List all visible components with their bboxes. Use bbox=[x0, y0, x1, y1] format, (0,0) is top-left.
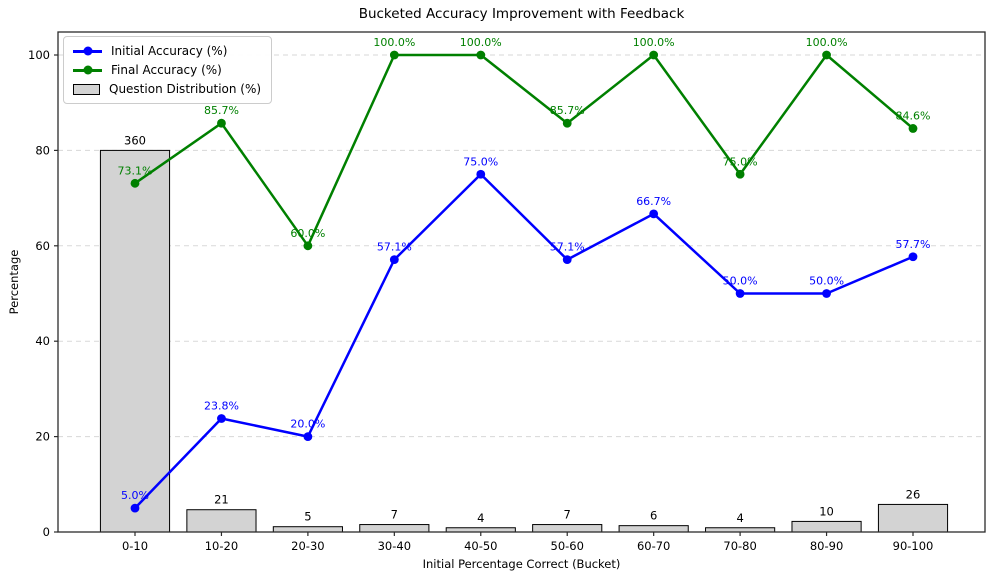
legend-bar-swatch-gray bbox=[73, 83, 100, 95]
legend-label: Question Distribution (%) bbox=[109, 82, 262, 96]
data-point-label: 57.1% bbox=[550, 241, 585, 254]
data-point bbox=[735, 169, 745, 179]
data-point bbox=[476, 169, 486, 179]
data-point bbox=[649, 209, 659, 219]
data-point bbox=[476, 50, 486, 60]
x-tick-label: 30-40 bbox=[378, 539, 411, 553]
x-tick-label: 70-80 bbox=[723, 539, 756, 553]
data-point-label: 20.0% bbox=[290, 418, 325, 431]
data-point-label: 57.1% bbox=[377, 241, 412, 254]
data-point-label: 23.8% bbox=[204, 399, 239, 412]
legend: Initial Accuracy (%) Final Accuracy (%) … bbox=[63, 36, 273, 104]
legend-item-initial-accuracy: Initial Accuracy (%) bbox=[73, 44, 261, 58]
series-line-1 bbox=[134, 53, 914, 248]
distribution-bar bbox=[272, 526, 343, 533]
data-point bbox=[389, 255, 399, 265]
data-point-label: 85.7% bbox=[550, 104, 585, 117]
data-point-label: 66.7% bbox=[636, 195, 671, 208]
legend-label: Final Accuracy (%) bbox=[111, 63, 222, 77]
legend-item-final-accuracy: Final Accuracy (%) bbox=[73, 63, 261, 77]
legend-item-question-distribution: Question Distribution (%) bbox=[73, 82, 261, 96]
x-tick-label: 20-30 bbox=[291, 539, 324, 553]
data-point-label: 75.0% bbox=[463, 155, 498, 168]
data-point-label: 57.7% bbox=[896, 238, 931, 251]
legend-line-swatch-blue bbox=[73, 46, 102, 56]
x-tick-label: 50-60 bbox=[551, 539, 584, 553]
data-point-label: 75.0% bbox=[723, 155, 758, 168]
data-point-label: 85.7% bbox=[204, 104, 239, 117]
y-tick-label: 20 bbox=[35, 430, 50, 444]
distribution-bar bbox=[791, 520, 862, 533]
data-point bbox=[822, 289, 831, 298]
x-tick-label: 10-20 bbox=[205, 539, 238, 553]
bar-count-label: 26 bbox=[906, 487, 921, 501]
bar-count-label: 4 bbox=[477, 511, 484, 525]
series-line-0 bbox=[134, 173, 914, 510]
bar-count-label: 7 bbox=[564, 508, 571, 522]
data-point bbox=[908, 252, 918, 262]
data-point bbox=[130, 503, 140, 513]
data-point bbox=[562, 118, 572, 128]
data-point-label: 84.6% bbox=[896, 109, 931, 122]
data-point-label: 100.0% bbox=[633, 36, 675, 49]
y-tick-label: 60 bbox=[35, 239, 50, 253]
y-tick-label: 0 bbox=[43, 525, 50, 539]
distribution-bar bbox=[186, 509, 257, 533]
distribution-bar bbox=[618, 525, 689, 533]
legend-line-swatch-green bbox=[73, 65, 102, 75]
data-point bbox=[562, 255, 572, 265]
distribution-bar bbox=[359, 524, 430, 533]
distribution-bar bbox=[877, 503, 949, 533]
bar-count-label: 4 bbox=[736, 511, 743, 525]
x-tick-label: 40-50 bbox=[464, 539, 497, 553]
data-point bbox=[649, 50, 659, 60]
x-tick-label: 60-70 bbox=[637, 539, 670, 553]
data-point bbox=[303, 241, 313, 251]
data-point-label: 50.0% bbox=[809, 275, 844, 288]
data-point bbox=[822, 50, 831, 60]
y-tick-label: 40 bbox=[35, 334, 50, 348]
bar-count-label: 6 bbox=[650, 509, 657, 523]
y-tick-label: 100 bbox=[28, 48, 50, 62]
x-tick-label: 80-90 bbox=[810, 539, 843, 553]
data-point-label: 50.0% bbox=[723, 275, 758, 288]
data-point-label: 100.0% bbox=[373, 36, 415, 49]
data-point bbox=[389, 50, 399, 60]
bar-count-label: 5 bbox=[304, 510, 311, 524]
distribution-bar bbox=[532, 524, 603, 533]
y-tick-label: 80 bbox=[35, 143, 50, 157]
y-axis-label: Percentage bbox=[7, 249, 21, 315]
bar-count-label: 7 bbox=[391, 508, 398, 522]
bar-count-label: 10 bbox=[819, 504, 834, 518]
data-point-label: 100.0% bbox=[806, 36, 848, 49]
data-point-label: 73.1% bbox=[118, 164, 153, 177]
x-tick-label: 90-100 bbox=[893, 539, 934, 553]
data-point bbox=[908, 124, 918, 133]
legend-label: Initial Accuracy (%) bbox=[111, 44, 228, 58]
data-point-label: 60.0% bbox=[290, 227, 325, 240]
data-point bbox=[303, 432, 313, 441]
chart-title: Bucketed Accuracy Improvement with Feedb… bbox=[358, 6, 685, 22]
bar-count-label: 360 bbox=[124, 133, 146, 147]
data-point-label: 100.0% bbox=[460, 36, 502, 49]
x-tick-label: 0-10 bbox=[122, 539, 148, 553]
axes-frame bbox=[57, 31, 986, 533]
data-point bbox=[217, 118, 226, 128]
bar-count-label: 21 bbox=[214, 493, 229, 507]
data-point bbox=[735, 289, 745, 298]
x-axis-label: Initial Percentage Correct (Bucket) bbox=[422, 557, 621, 571]
data-point bbox=[217, 414, 226, 423]
distribution-bar bbox=[99, 149, 171, 533]
data-point-label: 5.0% bbox=[121, 489, 149, 502]
data-point bbox=[130, 178, 140, 188]
